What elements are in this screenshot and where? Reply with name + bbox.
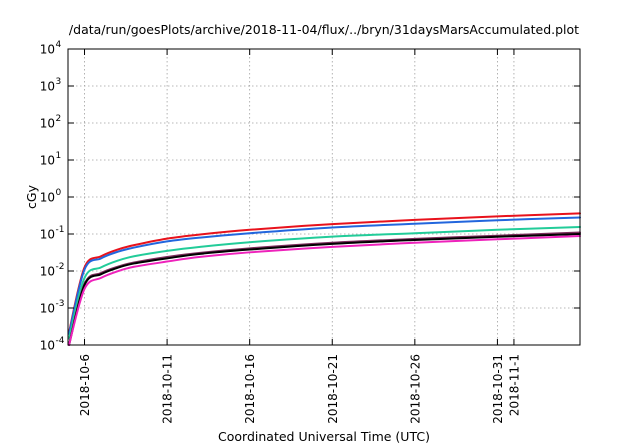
x-axis-label: Coordinated Universal Time (UTC) — [218, 429, 430, 444]
series-line — [68, 212, 581, 334]
y-tick-exponent: -1 — [56, 225, 65, 235]
series-line — [68, 233, 581, 346]
y-tick-exponent: 0 — [56, 188, 62, 198]
y-tick-label: 10 — [40, 191, 55, 205]
y-tick-label: 10 — [40, 265, 55, 279]
series-layer — [68, 212, 581, 346]
y-tick-label: 10 — [40, 228, 55, 242]
y-tick-exponent: 3 — [56, 77, 62, 87]
y-tick-exponent: -2 — [56, 262, 65, 272]
y-axis-label: cGy — [24, 184, 39, 209]
x-tick-label: 2018-11-1 — [507, 354, 521, 416]
x-tick-label: 2018-10-26 — [408, 354, 422, 424]
chart-title: /data/run/goesPlots/archive/2018-11-04/f… — [69, 22, 579, 37]
y-tick-exponent: -3 — [56, 299, 65, 309]
y-tick-label: 10 — [40, 117, 55, 131]
y-tick-label: 10 — [40, 154, 55, 168]
x-tick-label: 2018-10-11 — [161, 354, 175, 424]
grid — [68, 49, 580, 345]
y-tick-exponent: 2 — [56, 114, 62, 124]
y-tick-label: 10 — [40, 43, 55, 57]
series-line — [68, 216, 581, 335]
y-tick-label: 10 — [40, 80, 55, 94]
y-tick-label: 10 — [40, 302, 55, 316]
x-tick-label: 2018-10-16 — [243, 354, 257, 424]
y-tick-exponent: 1 — [56, 151, 62, 161]
y-tick-exponent: -4 — [56, 336, 65, 346]
x-tick-label: 2018-10-6 — [78, 354, 92, 416]
x-tick-label: 2018-10-31 — [491, 354, 505, 424]
series-line — [68, 235, 581, 346]
y-tick-label: 10 — [40, 339, 55, 353]
y-tick-exponent: 4 — [56, 40, 62, 50]
x-tick-label: 2018-10-21 — [326, 354, 340, 424]
series-line — [68, 231, 581, 346]
series-line — [68, 225, 581, 340]
